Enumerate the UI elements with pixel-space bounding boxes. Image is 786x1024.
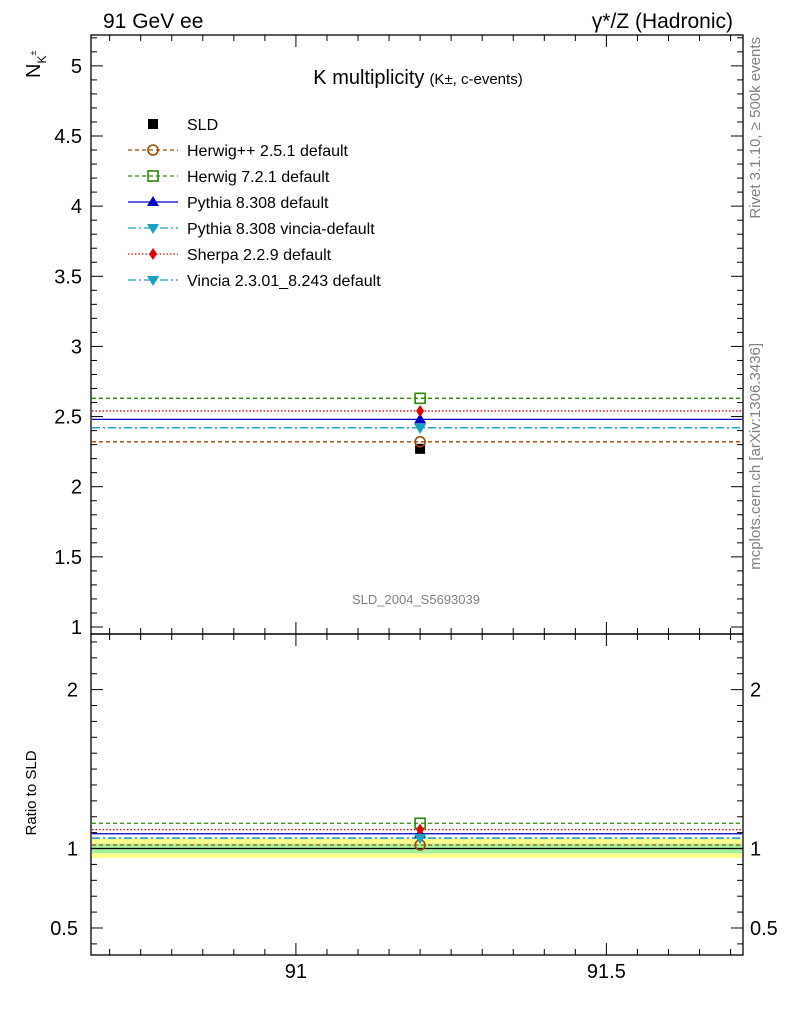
series-6-point xyxy=(414,423,427,434)
y-tick-label-3: 2.5 xyxy=(54,407,82,429)
legend-label-2: Herwig 7.2.1 default xyxy=(187,169,330,186)
legend-label-1: Herwig++ 2.5.1 default xyxy=(187,143,349,160)
legend-marker-4 xyxy=(147,224,159,234)
legend-label-4: Pythia 8.308 vincia-default xyxy=(187,221,375,238)
y-tick-label-8: 5 xyxy=(71,56,82,78)
y-tick-label-0: 1 xyxy=(71,617,82,639)
y-axis-label: NK± xyxy=(23,51,49,78)
series-lines xyxy=(92,397,742,850)
legend-marker-6 xyxy=(147,276,159,286)
ratio-y-tick-label-left-0: 0.5 xyxy=(50,918,78,940)
ratio-frame xyxy=(90,633,744,956)
series-0-point xyxy=(415,443,426,454)
plot-title-sub: (K±, c-events) xyxy=(429,71,522,88)
legend-marker-1 xyxy=(147,144,159,156)
ratio-y-tick-label-left-2: 2 xyxy=(67,680,78,702)
series-6-ratio-point xyxy=(414,834,427,845)
legend-label-6: Vincia 2.3.01_8.243 default xyxy=(187,273,381,290)
series-2-point xyxy=(414,392,426,405)
ratio-y-tick-label-right-2: 2 xyxy=(750,680,761,702)
series-1-point xyxy=(414,436,426,448)
plot-title-group: K multiplicity (K±, c-events) xyxy=(313,67,522,89)
legend: SLD Herwig++ 2.5.1 default Herwig 7.2.1 de… xyxy=(128,117,381,290)
header-right: γ*/Z (Hadronic) xyxy=(592,10,733,33)
ratio-y-tick-label-right-0: 0.5 xyxy=(750,918,778,940)
series-3-point xyxy=(414,413,427,424)
axis-ticks xyxy=(91,35,743,955)
header-left: 91 GeV ee xyxy=(103,10,203,33)
legend-label-0: SLD xyxy=(187,117,218,134)
ratio-y-tick-label-left-1: 1 xyxy=(67,839,78,861)
y-tick-label-5: 3.5 xyxy=(54,266,82,288)
rivet-label: Rivet 3.1.10, ≥ 500k events xyxy=(747,37,764,219)
ratio-y-tick-label-right-1: 1 xyxy=(750,839,761,861)
plot-title: K multiplicity xyxy=(313,67,424,89)
legend-marker-3 xyxy=(147,196,159,206)
legend-marker-2 xyxy=(147,170,159,182)
plot-frames xyxy=(90,34,744,956)
legend-marker-5 xyxy=(149,248,157,260)
y-tick-label-1: 1.5 xyxy=(54,547,82,569)
y-tick-label-7: 4.5 xyxy=(54,126,82,148)
tick-labels: 91 91.5 1 1.5 2 2.5 3 3.5 4 4.5 5 0.5 0.5 1 1 2 2 xyxy=(50,56,778,983)
legend-label-3: Pythia 8.308 default xyxy=(187,195,329,212)
series-5-point xyxy=(416,404,425,417)
ratio-y-axis-label: Ratio to SLD xyxy=(23,750,40,835)
x-tick-label-0: 91 xyxy=(285,961,307,983)
x-tick-label-1: 91.5 xyxy=(587,961,626,983)
series-markers xyxy=(414,392,427,851)
mcplots-label: mcplots.cern.ch [arXiv:1306.3436] xyxy=(747,343,764,570)
legend-label-5: Sherpa 2.2.9 default xyxy=(187,247,332,264)
y-tick-label-4: 3 xyxy=(71,336,82,358)
analysis-tag: SLD_2004_S5693039 xyxy=(352,592,480,607)
series-5-ratio-point xyxy=(416,823,425,836)
y-tick-label-2: 2 xyxy=(71,477,82,499)
y-tick-label-6: 4 xyxy=(71,196,82,218)
legend-marker-0 xyxy=(148,119,158,129)
